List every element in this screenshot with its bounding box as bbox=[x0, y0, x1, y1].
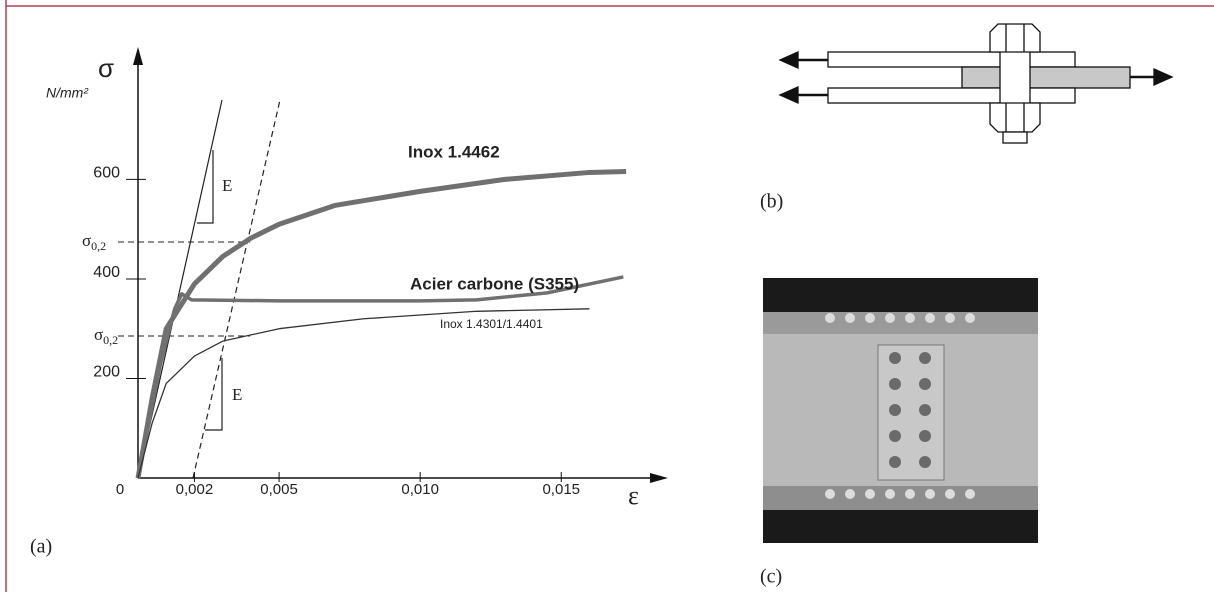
annotation: σ0,2 bbox=[94, 325, 118, 347]
annotation-subscript: 0,2 bbox=[91, 239, 106, 253]
annotation-symbol: σ bbox=[82, 231, 91, 250]
series-label: Acier carbone (S355) bbox=[410, 274, 579, 293]
bolt-joint-diagram bbox=[778, 23, 1174, 144]
y-axis-symbol: σ bbox=[98, 53, 114, 83]
x-axis-label: ε bbox=[628, 481, 639, 510]
beam-splice-photo bbox=[763, 278, 1038, 543]
y-axis-arrow bbox=[133, 47, 143, 65]
series-label: Inox 1.4462 bbox=[408, 142, 500, 161]
series-line bbox=[135, 168, 627, 479]
x-axis-arrow bbox=[650, 473, 668, 483]
panel-label: (c) bbox=[760, 566, 782, 588]
annotation: E bbox=[232, 385, 242, 404]
x-tick-label: 0,005 bbox=[260, 481, 298, 498]
annotation: E bbox=[222, 176, 232, 195]
annotation-symbol: E bbox=[232, 385, 242, 404]
x-tick-label: 0,010 bbox=[401, 481, 439, 498]
construction-lines bbox=[118, 99, 281, 479]
series-label: Inox 1.4301/1.4401 bbox=[440, 317, 543, 331]
annotation-subscript: 0,2 bbox=[103, 333, 118, 347]
y-tick-label: 600 bbox=[93, 165, 120, 182]
x-tick-label: 0,015 bbox=[542, 481, 580, 498]
panel-label: (a) bbox=[30, 536, 52, 558]
panel-label: (b) bbox=[760, 191, 783, 213]
y-tick-label: 400 bbox=[93, 264, 120, 281]
series-line bbox=[137, 308, 590, 479]
x-tick-label: 0,002 bbox=[176, 481, 214, 498]
series-line bbox=[136, 275, 624, 479]
x-tick-label: 0 bbox=[116, 481, 124, 498]
annotation: σ0,2 bbox=[82, 231, 106, 253]
annotation-symbol: σ bbox=[94, 325, 103, 344]
y-tick-label: 200 bbox=[93, 364, 120, 381]
y-axis-unit: N/mm² bbox=[46, 85, 89, 101]
annotation-symbol: E bbox=[222, 176, 232, 195]
